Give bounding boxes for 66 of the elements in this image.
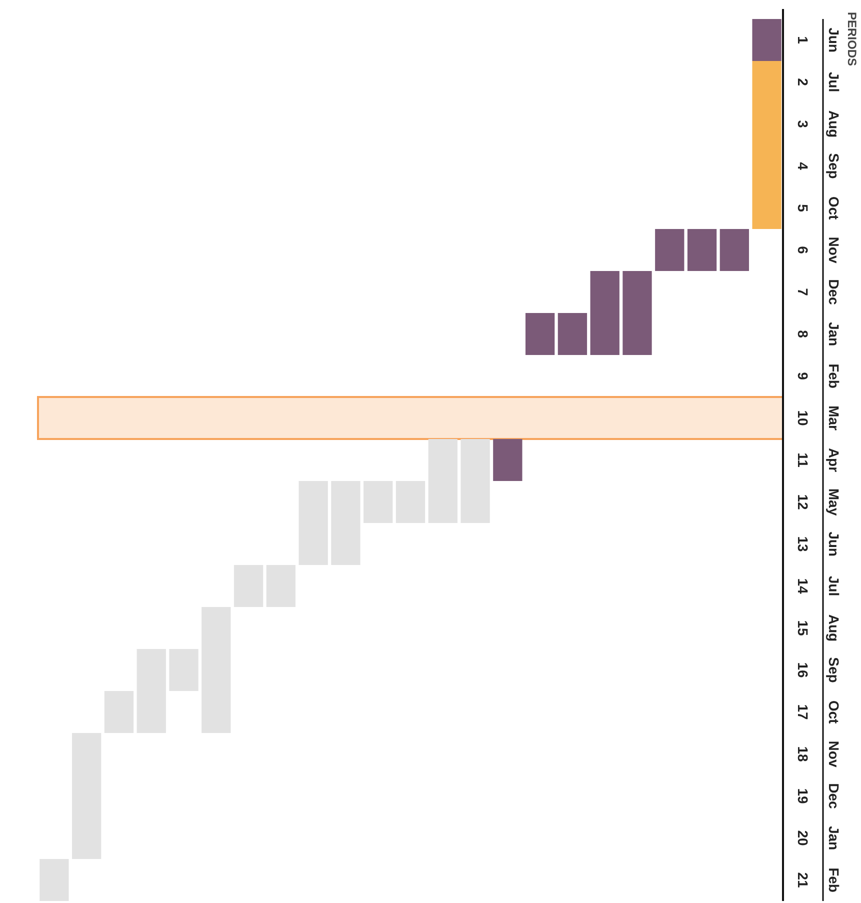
- bar: [234, 565, 264, 607]
- bar: [104, 691, 134, 733]
- bar: [364, 481, 393, 523]
- y-tick-label: 4: [795, 162, 811, 170]
- y-tick-label: 20: [795, 830, 811, 846]
- bar: [169, 649, 198, 691]
- y-tick-label: 6: [795, 246, 811, 254]
- category-label: Aug: [826, 110, 842, 138]
- category-label: Jan: [826, 322, 842, 346]
- category-label: Dec: [826, 783, 842, 809]
- category-label: Jul: [826, 72, 842, 92]
- bar: [752, 19, 782, 61]
- bar: [558, 313, 588, 355]
- bar: [266, 565, 296, 607]
- bar: [136, 649, 166, 733]
- bar: [720, 229, 749, 271]
- y-tick-label: 1: [795, 36, 811, 44]
- bar: [202, 607, 231, 733]
- bar: [331, 481, 360, 565]
- y-axis-title: PERIODS: [845, 12, 859, 66]
- bar: [687, 229, 717, 271]
- y-tick-label: 2: [795, 78, 811, 86]
- y-tick-label: 13: [795, 536, 811, 552]
- y-tick-label: 11: [795, 452, 811, 468]
- bar: [72, 733, 102, 859]
- y-tick-label: 19: [795, 788, 811, 804]
- bar: [298, 481, 328, 565]
- y-tick-label: 16: [795, 662, 811, 678]
- bar: [428, 439, 458, 523]
- y-tick-label: 7: [795, 288, 811, 296]
- category-label: Feb: [826, 868, 842, 892]
- bar: [590, 271, 620, 355]
- bar: [396, 481, 426, 523]
- bar: [493, 439, 522, 481]
- category-label: Mar: [826, 406, 842, 430]
- bar: [460, 439, 490, 523]
- category-label: Nov: [826, 236, 842, 264]
- y-tick-label: 21: [795, 872, 811, 888]
- y-tick-label: 5: [795, 204, 811, 212]
- category-label: Jan: [826, 826, 842, 850]
- y-tick-label: 8: [795, 330, 811, 338]
- bar: [40, 859, 69, 901]
- bar: [622, 271, 652, 355]
- y-tick-label: 17: [795, 704, 811, 720]
- category-label: Nov: [826, 740, 842, 768]
- category-label: Dec: [826, 279, 842, 305]
- y-tick-label: 9: [795, 372, 811, 380]
- y-tick-label: 12: [795, 494, 811, 510]
- category-label: Oct: [826, 700, 842, 724]
- y-tick-label: 15: [795, 620, 811, 636]
- category-label: Sep: [826, 153, 842, 179]
- category-label: Jun: [826, 532, 842, 556]
- category-label: Aug: [826, 614, 842, 642]
- category-label: Apr: [826, 448, 842, 472]
- category-label: May: [826, 488, 842, 516]
- y-tick-label: 14: [795, 578, 811, 594]
- category-label: Oct: [826, 196, 842, 220]
- bar: [655, 229, 684, 271]
- category-label: Jul: [826, 576, 842, 596]
- y-tick-label: 10: [795, 410, 811, 426]
- bar: [525, 313, 555, 355]
- y-tick-label: 3: [795, 120, 811, 128]
- category-label: Sep: [826, 657, 842, 683]
- category-label: Jun: [826, 28, 842, 52]
- y-tick-label: 18: [795, 746, 811, 762]
- category-label: Feb: [826, 364, 842, 388]
